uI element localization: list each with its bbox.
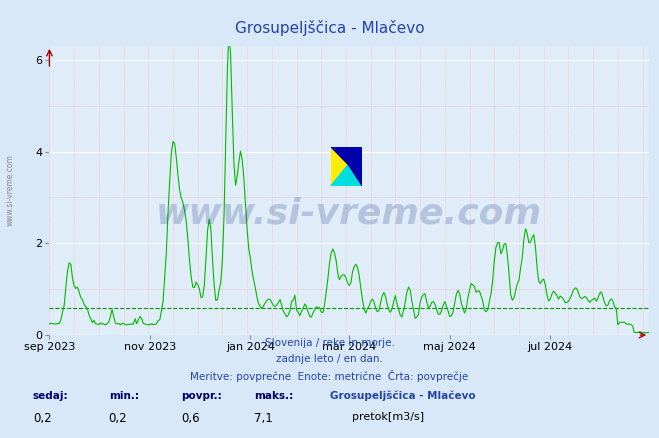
- Text: Slovenija / reke in morje.: Slovenija / reke in morje.: [264, 338, 395, 348]
- Polygon shape: [331, 165, 362, 186]
- Text: zadnje leto / en dan.: zadnje leto / en dan.: [276, 354, 383, 364]
- Text: sedaj:: sedaj:: [33, 391, 69, 401]
- Text: maks.:: maks.:: [254, 391, 293, 401]
- Text: pretok[m3/s]: pretok[m3/s]: [352, 412, 424, 422]
- Text: Grosupeljščica - Mlačevo: Grosupeljščica - Mlačevo: [330, 391, 475, 401]
- Text: 0,2: 0,2: [33, 412, 51, 425]
- Text: povpr.:: povpr.:: [181, 391, 222, 401]
- Text: 0,2: 0,2: [109, 412, 127, 425]
- Text: 0,6: 0,6: [181, 412, 200, 425]
- Polygon shape: [331, 147, 362, 186]
- Text: min.:: min.:: [109, 391, 139, 401]
- Text: Grosupeljščica - Mlačevo: Grosupeljščica - Mlačevo: [235, 20, 424, 36]
- Text: www.si-vreme.com: www.si-vreme.com: [156, 197, 542, 231]
- Text: Meritve: povprečne  Enote: metrične  Črta: povprečje: Meritve: povprečne Enote: metrične Črta:…: [190, 370, 469, 381]
- Text: www.si-vreme.com: www.si-vreme.com: [6, 155, 15, 226]
- Text: 7,1: 7,1: [254, 412, 272, 425]
- Polygon shape: [331, 147, 348, 186]
